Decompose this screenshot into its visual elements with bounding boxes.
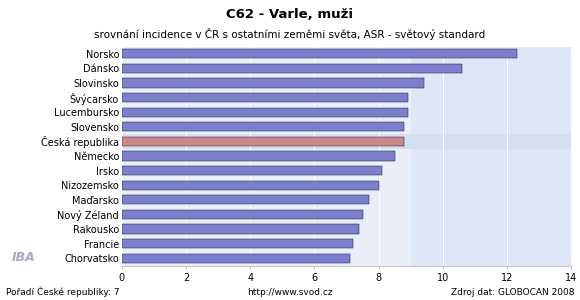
Text: Pořadí České republiky: 7: Pořadí České republiky: 7: [6, 286, 119, 297]
Text: IBA: IBA: [12, 251, 35, 264]
Bar: [122, 122, 404, 131]
Bar: [122, 64, 462, 73]
Bar: [122, 210, 362, 219]
Bar: [122, 79, 423, 88]
Bar: [122, 137, 404, 146]
Bar: [122, 152, 395, 160]
Bar: [411, 46, 571, 266]
Bar: [122, 49, 517, 58]
Bar: [122, 224, 360, 233]
Text: C62 - Varle, muži: C62 - Varle, muži: [227, 8, 353, 20]
Bar: [122, 108, 408, 117]
Text: srovnání incidence v ČR s ostatními zeměmi světa, ASR - světový standard: srovnání incidence v ČR s ostatními země…: [95, 28, 485, 40]
Bar: [122, 239, 353, 248]
Bar: [122, 93, 408, 102]
Bar: [122, 254, 350, 263]
Text: http://www.svod.cz: http://www.svod.cz: [247, 288, 333, 297]
Text: Zdroj dat: GLOBOCAN 2008: Zdroj dat: GLOBOCAN 2008: [451, 288, 574, 297]
Bar: [122, 134, 571, 149]
Bar: [122, 195, 369, 204]
Bar: [122, 166, 382, 175]
Bar: [122, 181, 379, 190]
